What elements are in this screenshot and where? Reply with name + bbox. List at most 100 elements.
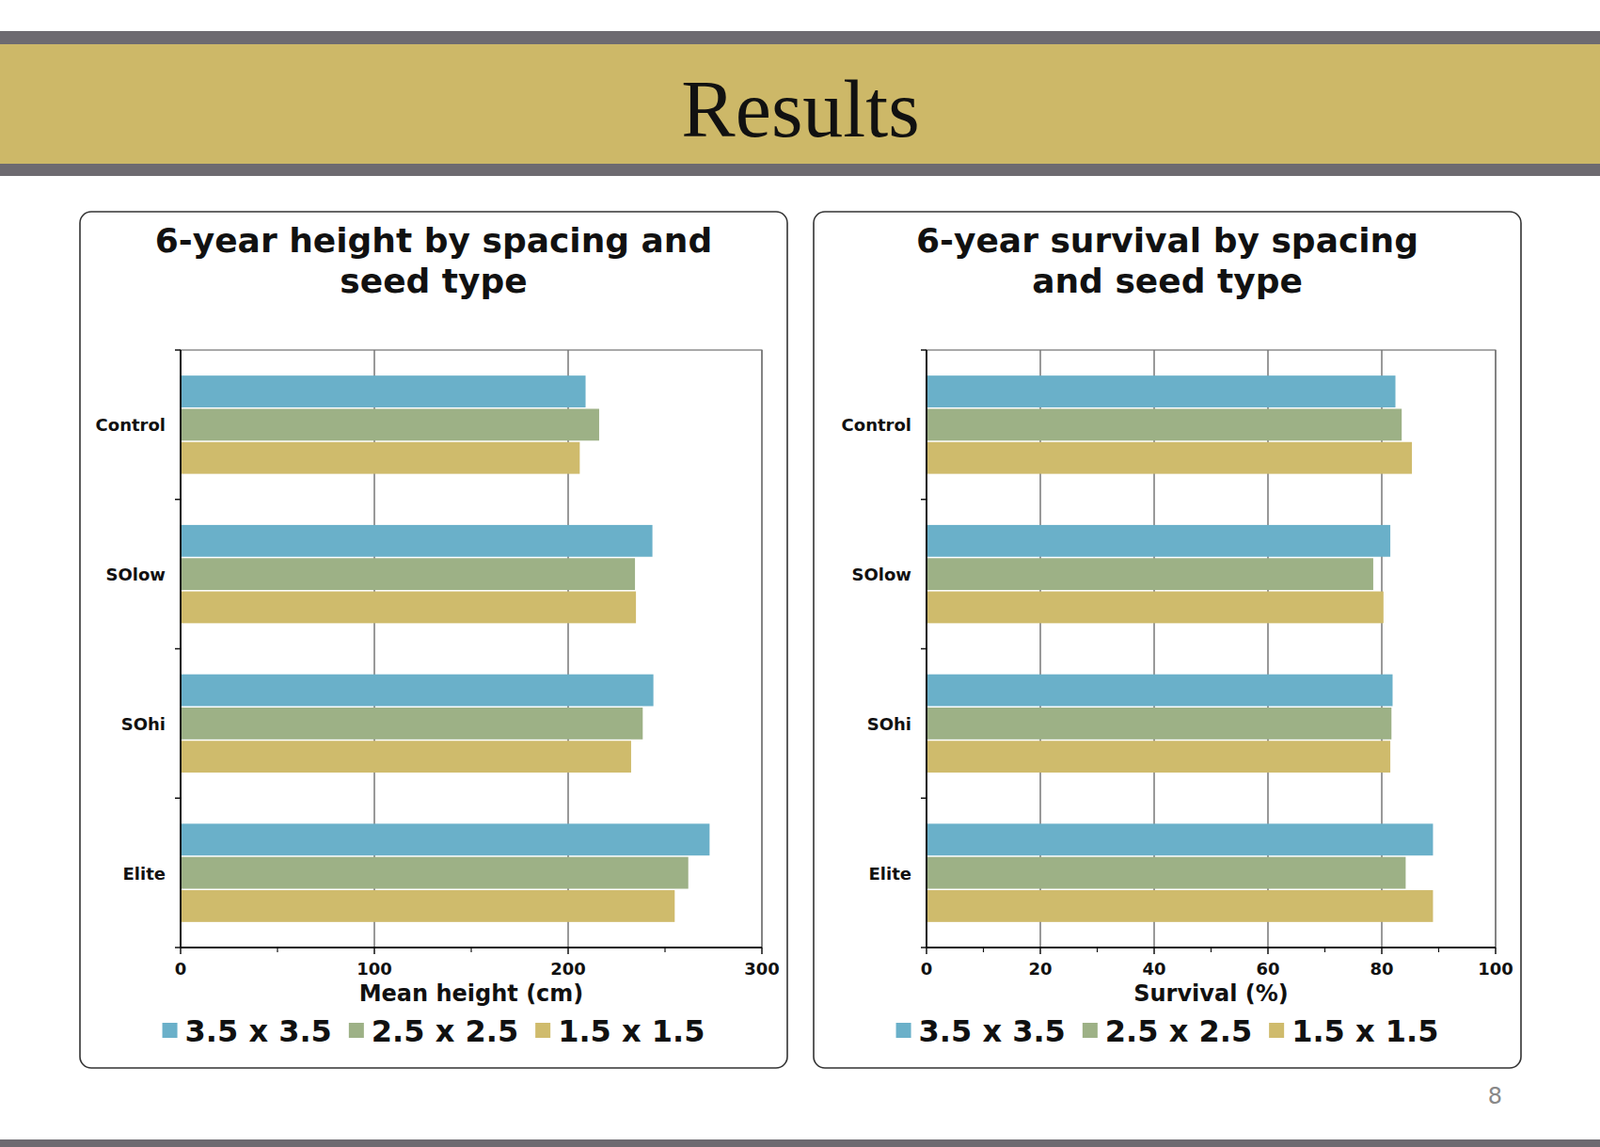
category-tick [920, 498, 927, 501]
x-tick-label: 40 [1141, 958, 1166, 979]
bar [926, 740, 1391, 773]
chart: 6-year height by spacing andseed type Con… [79, 211, 788, 1068]
x-minor-tick [470, 947, 472, 952]
bar [926, 591, 1384, 624]
x-tick-label: 80 [1369, 958, 1394, 979]
legend-swatch [535, 1022, 551, 1038]
bars [180, 375, 710, 922]
x-tick [1267, 947, 1269, 954]
x-tick-label: 60 [1255, 958, 1280, 979]
x-minor-tick [1096, 947, 1098, 952]
legend-label: 2.5 x 2.5 [371, 1013, 519, 1049]
x-minor-tick [664, 947, 666, 952]
bars [926, 375, 1433, 922]
bar [926, 856, 1406, 889]
legend-swatch [162, 1022, 178, 1038]
x-minor-tick [1210, 947, 1212, 952]
legend-label: 3.5 x 3.5 [918, 1013, 1066, 1049]
x-minor-tick [1324, 947, 1326, 952]
legend-label: 2.5 x 2.5 [1105, 1013, 1252, 1049]
category-tick [174, 946, 181, 949]
bar [180, 674, 654, 707]
bar [180, 740, 632, 773]
bar [180, 557, 635, 590]
category-label: SOhi [867, 713, 912, 734]
x-tick-label: 0 [174, 958, 188, 979]
legend-swatch [348, 1022, 365, 1038]
category-tick [174, 648, 181, 650]
x-minor-tick [982, 947, 984, 952]
x-tick-label: 300 [744, 958, 780, 979]
title-banner [0, 44, 1600, 164]
category-label: SOlow [852, 564, 912, 585]
legend-label: 3.5 x 3.5 [185, 1013, 333, 1049]
category-tick [920, 348, 927, 351]
slide: Results 8 6-year height by spacing andseed… [0, 0, 1600, 1147]
banner-underline [0, 163, 1600, 176]
x-tick-label: 200 [550, 958, 587, 979]
chart-title-line: 6-year survival by spacing [916, 221, 1419, 260]
chart-title-line: seed type [339, 261, 527, 301]
category-tick [920, 797, 927, 800]
chart-title: 6-year survival by spacingand seed type [916, 221, 1419, 301]
bar [926, 408, 1402, 441]
x-tick [925, 947, 928, 954]
category-tick [920, 648, 927, 650]
bar [926, 524, 1391, 557]
category-label: Elite [123, 863, 166, 884]
chart-title: 6-year height by spacing andseed type [155, 221, 713, 301]
bottom-bar [0, 1139, 1600, 1147]
bar [180, 591, 636, 624]
x-tick [567, 947, 570, 954]
legend-label: 1.5 x 1.5 [1291, 1013, 1439, 1049]
category-tick [174, 348, 181, 351]
chart-panel [79, 211, 788, 1068]
x-minor-tick [276, 947, 278, 952]
bar [180, 408, 600, 441]
x-tick-label: 0 [920, 958, 934, 979]
bar [180, 442, 580, 475]
page-number: 8 [1488, 1082, 1503, 1109]
bar [926, 823, 1433, 856]
x-axis-title: Mean height (cm) [359, 980, 585, 1007]
bar [926, 674, 1393, 707]
x-tick [373, 947, 376, 954]
x-tick [760, 947, 763, 954]
top-bar [0, 31, 1600, 45]
x-axis-title: Survival (%) [1133, 980, 1288, 1007]
category-label: Elite [869, 863, 912, 884]
bar [180, 856, 689, 889]
bar [180, 375, 587, 408]
legend-swatch [896, 1022, 912, 1038]
slide-title: Results [681, 63, 919, 155]
x-tick [1494, 947, 1497, 954]
chart-panel [813, 211, 1521, 1068]
x-tick [1039, 947, 1042, 954]
bar [926, 889, 1433, 922]
legend-swatch [1268, 1022, 1284, 1038]
plot-frame [926, 349, 1496, 948]
category-label: Control [95, 414, 166, 435]
category-label: SOlow [106, 564, 166, 585]
x-tick [179, 947, 182, 954]
chart-title-line: 6-year height by spacing and [155, 221, 713, 260]
bar [926, 707, 1392, 740]
legend-swatch [1082, 1022, 1098, 1038]
bar [180, 707, 643, 740]
x-tick [1380, 947, 1383, 954]
grid-line [1494, 349, 1497, 948]
bar [926, 375, 1396, 408]
x-tick-label: 20 [1028, 958, 1052, 979]
category-tick [174, 498, 181, 501]
bar [180, 524, 653, 557]
category-tick [174, 797, 181, 800]
x-tick-label: 100 [356, 958, 393, 979]
x-tick-label: 100 [1477, 958, 1514, 979]
grid-line [760, 349, 763, 948]
category-label: SOhi [121, 713, 166, 734]
bar [926, 442, 1412, 475]
chart-title-line: and seed type [1031, 261, 1303, 301]
legend: 3.5 x 3.5 2.5 x 2.5 1.5 x 1.5 [896, 1013, 1440, 1049]
x-tick [1153, 947, 1156, 954]
bar [926, 557, 1374, 590]
